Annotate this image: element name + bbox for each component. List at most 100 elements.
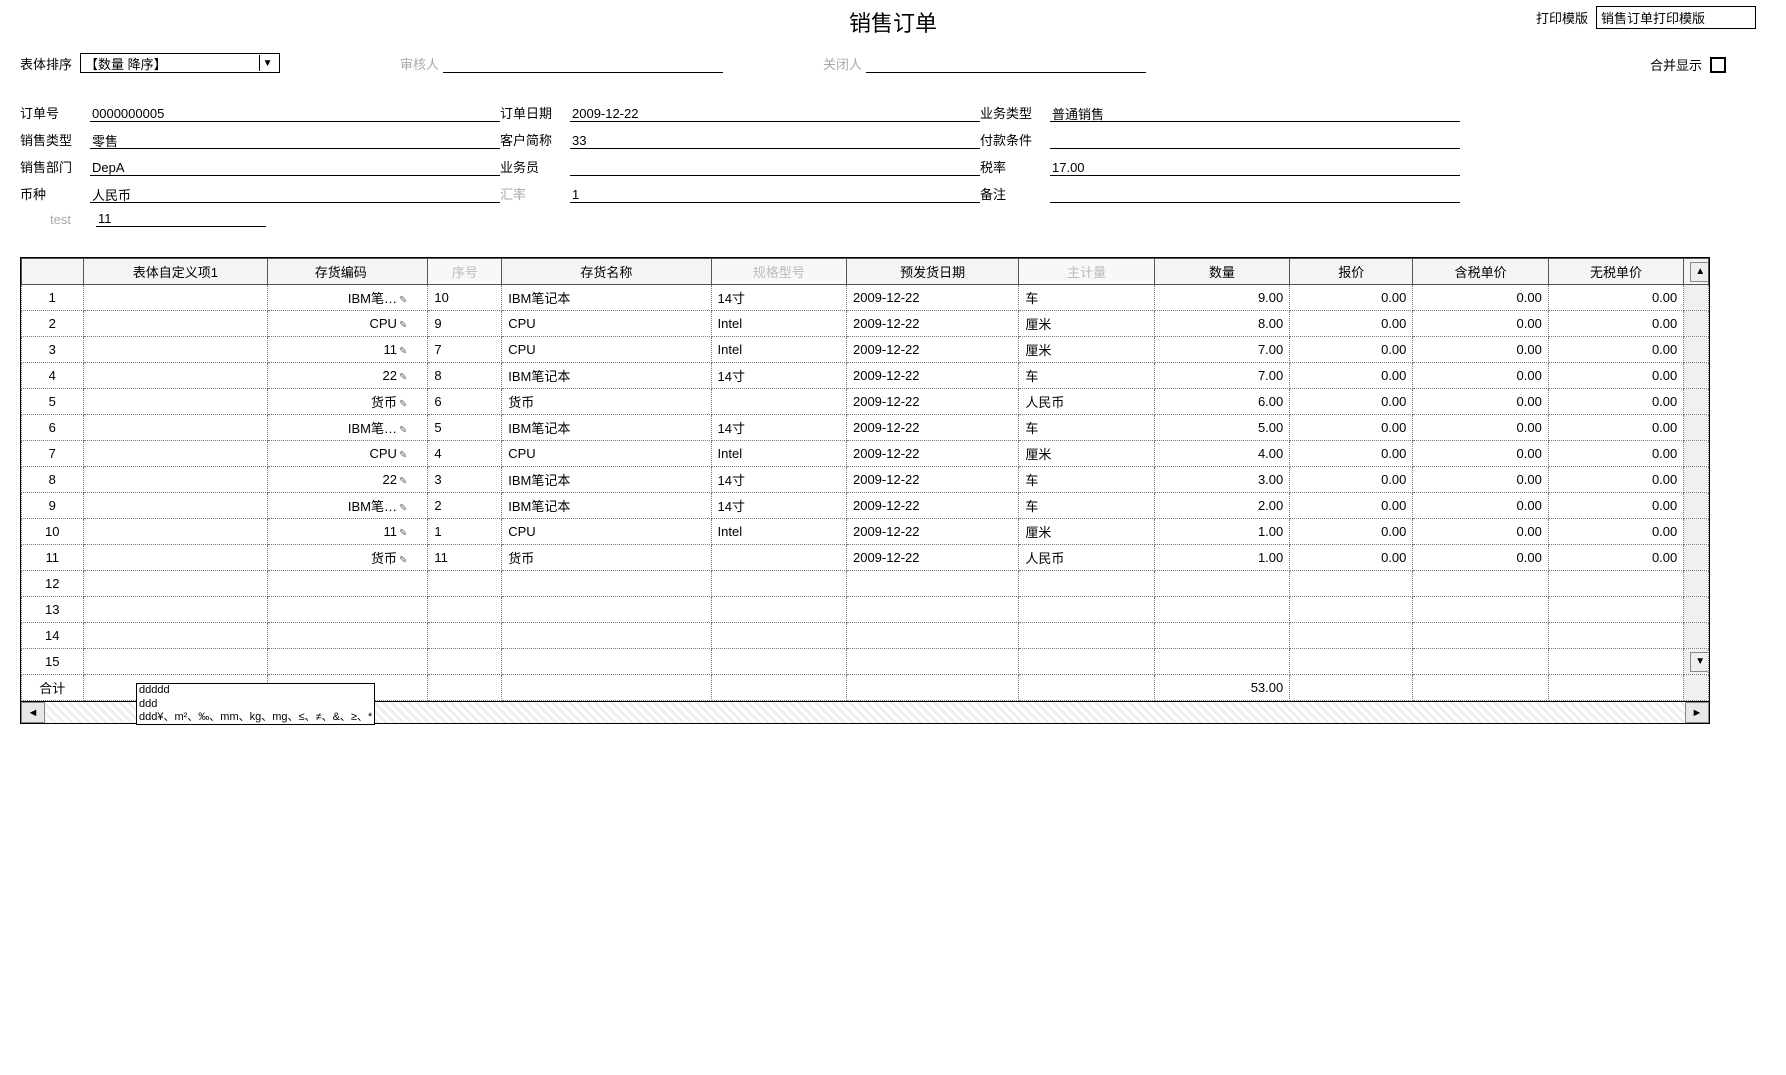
cell-notaxprice[interactable]: 0.00 (1548, 337, 1683, 363)
form-input[interactable] (570, 133, 980, 149)
cell-code[interactable]: 22✎ (268, 363, 428, 389)
form-input[interactable] (90, 133, 500, 149)
table-row[interactable]: 11货币✎11货币2009-12-22人民币1.000.000.000.00 (22, 545, 1709, 571)
cell-qty[interactable]: 8.00 (1154, 311, 1289, 337)
cell-spec[interactable]: Intel (711, 311, 846, 337)
cell-spec[interactable]: Intel (711, 441, 846, 467)
cell-seq[interactable]: 4 (428, 441, 502, 467)
cell-seq[interactable] (428, 571, 502, 597)
cell-code[interactable]: 11✎ (268, 337, 428, 363)
cell-price[interactable]: 0.00 (1290, 415, 1413, 441)
cell-taxprice[interactable]: 0.00 (1413, 519, 1548, 545)
cell-notaxprice[interactable]: 0.00 (1548, 467, 1683, 493)
cell-code[interactable] (268, 623, 428, 649)
scroll-up-button[interactable]: ▲ (1690, 262, 1708, 282)
cell-code[interactable]: 货币✎ (268, 389, 428, 415)
cell-rownum[interactable]: 13 (22, 597, 84, 623)
cell-unit[interactable]: 车 (1019, 493, 1154, 519)
cell-name[interactable] (502, 597, 711, 623)
column-header[interactable]: 含税单价 (1413, 259, 1548, 285)
cell-rownum[interactable]: 10 (22, 519, 84, 545)
cell-code[interactable]: 11✎ (268, 519, 428, 545)
cell-notaxprice[interactable] (1548, 597, 1683, 623)
cell-taxprice[interactable] (1413, 597, 1548, 623)
cell-name[interactable]: CPU (502, 519, 711, 545)
table-row[interactable]: 2CPU✎9CPUIntel2009-12-22厘米8.000.000.000.… (22, 311, 1709, 337)
cell-spec[interactable] (711, 545, 846, 571)
cell-code[interactable]: 货币✎ (268, 545, 428, 571)
cell-qty[interactable]: 3.00 (1154, 467, 1289, 493)
cell-spec[interactable] (711, 389, 846, 415)
reviewer-input[interactable] (443, 57, 723, 73)
cell-rownum[interactable]: 11 (22, 545, 84, 571)
cell-price[interactable]: 0.00 (1290, 493, 1413, 519)
print-template-select[interactable]: 销售订单打印模版 (1596, 6, 1756, 29)
cell-seq[interactable]: 5 (428, 415, 502, 441)
cell-rownum[interactable]: 2 (22, 311, 84, 337)
cell-rownum[interactable]: 15 (22, 649, 84, 675)
column-header[interactable]: 表体自定义项1 (83, 259, 268, 285)
cell-qty[interactable] (1154, 597, 1289, 623)
column-header[interactable]: 报价 (1290, 259, 1413, 285)
cell-spec[interactable] (711, 623, 846, 649)
cell-qty[interactable]: 5.00 (1154, 415, 1289, 441)
cell-name[interactable]: IBM笔记本 (502, 467, 711, 493)
cell-name[interactable]: CPU (502, 311, 711, 337)
table-row[interactable]: 5货币✎6货币2009-12-22人民币6.000.000.000.00 (22, 389, 1709, 415)
cell-price[interactable] (1290, 649, 1413, 675)
closer-input[interactable] (866, 57, 1146, 73)
cell-code[interactable]: CPU✎ (268, 441, 428, 467)
form-input[interactable] (570, 160, 980, 176)
form-input[interactable] (1050, 187, 1460, 203)
form-input[interactable] (90, 160, 500, 176)
cell-unit[interactable]: 车 (1019, 285, 1154, 311)
cell-date[interactable]: 2009-12-22 (846, 441, 1018, 467)
cell-unit[interactable]: 车 (1019, 415, 1154, 441)
cell-price[interactable] (1290, 597, 1413, 623)
cell-unit[interactable] (1019, 571, 1154, 597)
cell-taxprice[interactable]: 0.00 (1413, 493, 1548, 519)
cell-price[interactable] (1290, 571, 1413, 597)
cell-name[interactable]: IBM笔记本 (502, 415, 711, 441)
cell-seq[interactable]: 10 (428, 285, 502, 311)
cell-name[interactable]: CPU (502, 337, 711, 363)
cell-unit[interactable]: 车 (1019, 363, 1154, 389)
cell-rownum[interactable]: 5 (22, 389, 84, 415)
cell-taxprice[interactable]: 0.00 (1413, 467, 1548, 493)
cell-seq[interactable] (428, 649, 502, 675)
cell-taxprice[interactable]: 0.00 (1413, 363, 1548, 389)
cell-code[interactable]: IBM笔…✎ (268, 493, 428, 519)
cell-rownum[interactable]: 14 (22, 623, 84, 649)
cell-code[interactable]: IBM笔…✎ (268, 285, 428, 311)
cell-rownum[interactable]: 7 (22, 441, 84, 467)
cell-seq[interactable]: 11 (428, 545, 502, 571)
form-input[interactable] (90, 187, 500, 203)
cell-name[interactable]: CPU (502, 441, 711, 467)
cell-spec[interactable]: 14寸 (711, 363, 846, 389)
column-header[interactable]: 序号 (428, 259, 502, 285)
table-row[interactable]: 311✎7CPUIntel2009-12-22厘米7.000.000.000.0… (22, 337, 1709, 363)
cell-rownum[interactable]: 4 (22, 363, 84, 389)
column-header[interactable]: 预发货日期 (846, 259, 1018, 285)
cell-name[interactable] (502, 649, 711, 675)
cell-qty[interactable]: 1.00 (1154, 519, 1289, 545)
cell-rownum[interactable]: 12 (22, 571, 84, 597)
table-row[interactable]: 15 ▼ (22, 649, 1709, 675)
cell-custom[interactable] (83, 441, 268, 467)
cell-spec[interactable] (711, 649, 846, 675)
cell-price[interactable]: 0.00 (1290, 389, 1413, 415)
cell-taxprice[interactable]: 0.00 (1413, 441, 1548, 467)
scroll-down-button[interactable]: ▼ (1690, 652, 1708, 672)
cell-unit[interactable]: 厘米 (1019, 519, 1154, 545)
cell-seq[interactable]: 3 (428, 467, 502, 493)
cell-price[interactable]: 0.00 (1290, 519, 1413, 545)
cell-notaxprice[interactable] (1548, 623, 1683, 649)
cell-spec[interactable] (711, 597, 846, 623)
table-row[interactable]: 12 (22, 571, 1709, 597)
cell-spec[interactable]: 14寸 (711, 285, 846, 311)
cell-taxprice[interactable]: 0.00 (1413, 389, 1548, 415)
cell-qty[interactable] (1154, 623, 1289, 649)
cell-rownum[interactable]: 9 (22, 493, 84, 519)
cell-spec[interactable]: Intel (711, 337, 846, 363)
cell-custom[interactable] (83, 467, 268, 493)
